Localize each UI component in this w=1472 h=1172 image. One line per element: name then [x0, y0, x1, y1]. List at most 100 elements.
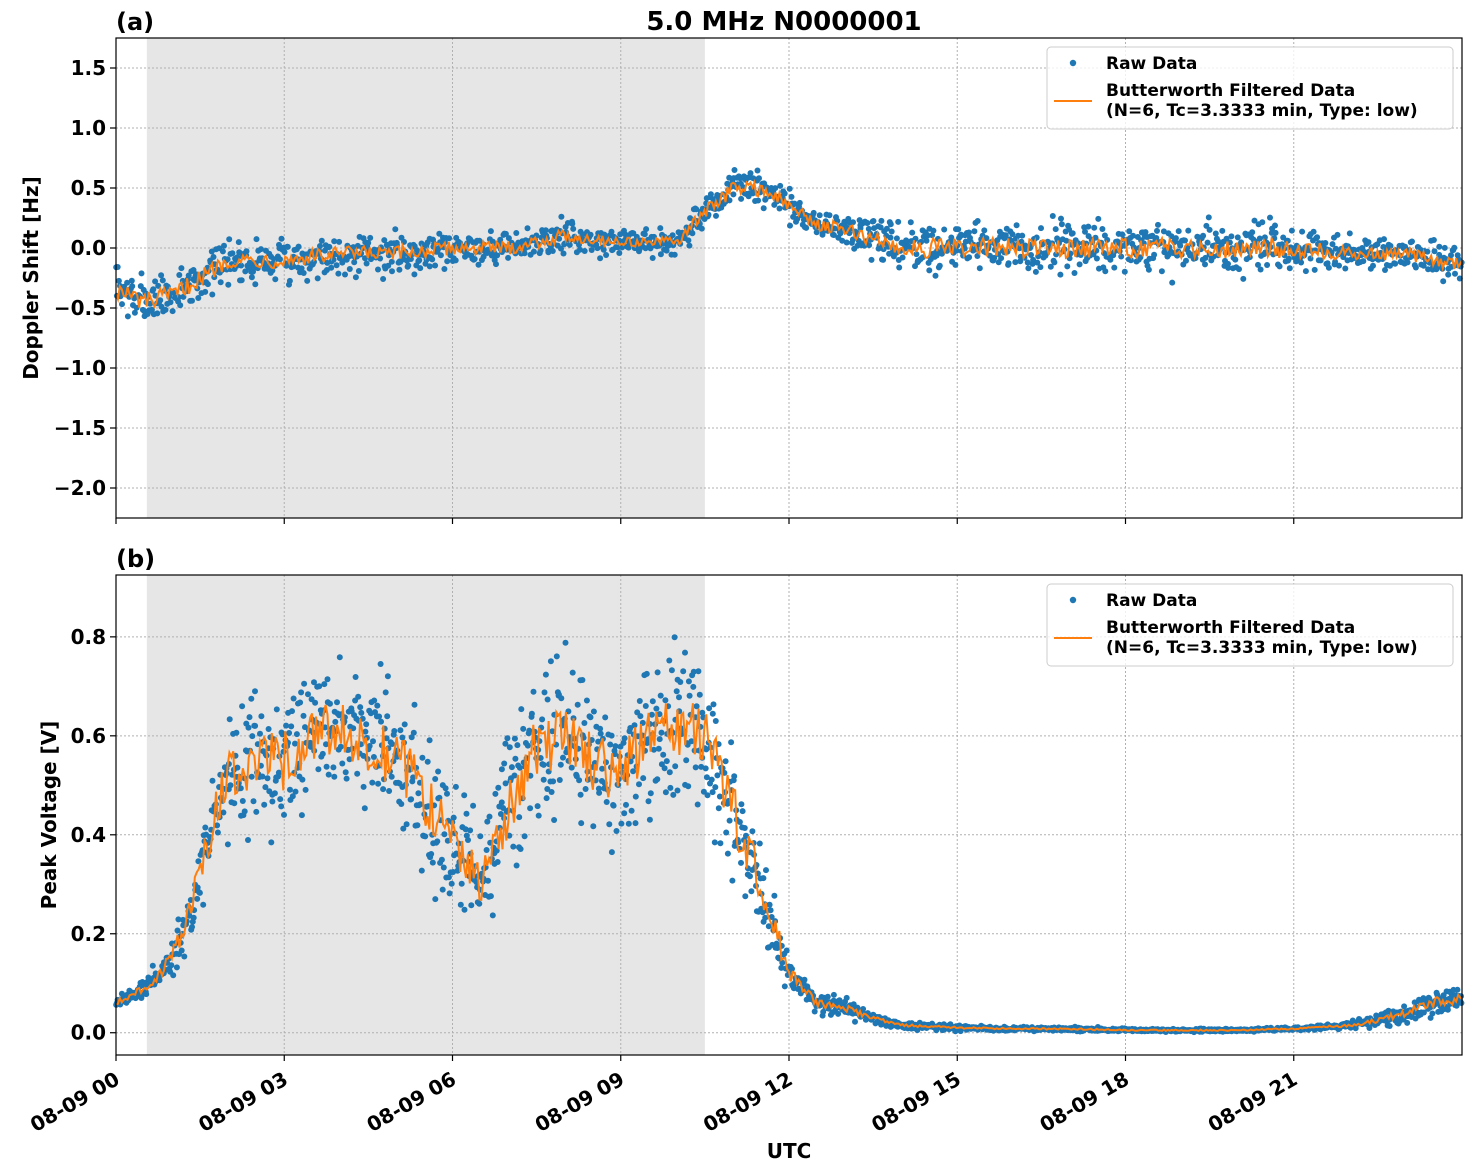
raw-data-point — [756, 175, 762, 182]
raw-data-point — [170, 972, 177, 979]
raw-data-point — [304, 277, 311, 284]
raw-data-point — [1119, 231, 1126, 238]
x-tick-label: 08-09 18 — [1035, 1067, 1133, 1137]
raw-data-point — [351, 259, 358, 266]
raw-data-point — [578, 820, 585, 827]
raw-data-point — [510, 843, 517, 850]
raw-data-point — [1257, 266, 1264, 273]
raw-data-point — [441, 831, 448, 838]
raw-data-point — [177, 302, 184, 309]
raw-data-point — [895, 218, 902, 225]
raw-data-point — [1430, 237, 1437, 243]
raw-data-point — [648, 711, 655, 718]
raw-data-point — [214, 822, 221, 829]
raw-data-point — [1228, 233, 1235, 240]
raw-data-point — [540, 761, 547, 768]
raw-data-point — [243, 248, 250, 255]
raw-data-point — [595, 738, 602, 745]
raw-data-point — [796, 199, 803, 206]
raw-data-point — [760, 205, 767, 212]
x-tick-label: 08-09 00 — [26, 1067, 124, 1137]
y-tick-label: −1.0 — [54, 356, 106, 380]
raw-data-point — [728, 739, 735, 746]
raw-data-point — [549, 728, 556, 735]
raw-data-point — [558, 245, 564, 252]
raw-data-point — [653, 705, 660, 712]
raw-data-point — [328, 264, 335, 271]
raw-data-point — [654, 776, 661, 783]
raw-data-point — [484, 818, 491, 825]
raw-data-point — [726, 197, 733, 204]
raw-data-point — [566, 241, 573, 248]
raw-data-point — [1069, 230, 1076, 237]
panel-b-label: (b) — [116, 545, 155, 573]
raw-data-point — [271, 790, 278, 797]
raw-data-point — [196, 889, 203, 896]
raw-data-point — [1276, 263, 1283, 270]
raw-data-point — [748, 888, 755, 895]
raw-data-point — [1019, 232, 1026, 239]
raw-data-point — [1448, 252, 1454, 259]
raw-data-point — [658, 729, 665, 736]
raw-data-point — [544, 696, 551, 703]
raw-data-point — [726, 817, 733, 824]
raw-data-point — [723, 829, 730, 836]
raw-data-point — [655, 745, 662, 752]
raw-data-point — [539, 716, 546, 723]
raw-data-point — [883, 225, 890, 232]
raw-data-point — [385, 262, 392, 269]
raw-data-point — [1058, 215, 1064, 222]
raw-data-point — [1200, 232, 1207, 239]
raw-data-point — [704, 792, 711, 799]
raw-data-point — [252, 281, 259, 288]
raw-data-point — [521, 833, 528, 840]
raw-data-point — [307, 743, 314, 750]
raw-data-point — [843, 994, 850, 1001]
raw-data-point — [763, 867, 769, 874]
raw-data-point — [803, 224, 810, 231]
raw-data-point — [1095, 215, 1102, 222]
raw-data-point — [1381, 236, 1387, 243]
raw-data-point — [441, 266, 448, 272]
raw-data-point — [726, 174, 733, 181]
raw-data-point — [399, 734, 406, 741]
raw-data-point — [277, 796, 284, 803]
raw-data-point — [965, 229, 972, 236]
raw-data-point — [936, 262, 943, 269]
raw-data-point — [168, 962, 175, 969]
raw-data-point — [1311, 266, 1318, 273]
raw-data-point — [710, 701, 717, 708]
raw-data-point — [640, 775, 647, 782]
raw-data-point — [1346, 230, 1353, 237]
raw-data-point — [502, 230, 509, 237]
raw-data-point — [738, 195, 745, 202]
raw-data-point — [549, 248, 556, 254]
raw-data-point — [1401, 1003, 1408, 1010]
raw-data-point — [312, 699, 319, 706]
raw-data-point — [131, 309, 138, 316]
raw-data-point — [666, 769, 673, 776]
raw-data-point — [662, 697, 669, 704]
raw-data-point — [642, 703, 649, 709]
raw-data-point — [272, 276, 279, 283]
raw-data-point — [579, 677, 586, 683]
raw-data-point — [289, 793, 296, 800]
raw-data-point — [666, 657, 673, 664]
raw-data-point — [273, 706, 280, 713]
raw-data-point — [843, 239, 850, 246]
raw-data-point — [932, 272, 939, 279]
raw-data-point — [608, 228, 615, 235]
raw-data-point — [711, 839, 718, 846]
raw-data-point — [707, 191, 714, 198]
raw-data-point — [1183, 257, 1189, 264]
raw-data-point — [1451, 244, 1458, 251]
raw-data-point — [480, 253, 487, 260]
raw-data-point — [1024, 259, 1031, 266]
raw-data-point — [1202, 261, 1208, 268]
raw-data-point — [128, 277, 135, 284]
raw-data-point — [1204, 239, 1211, 246]
raw-data-point — [444, 790, 450, 797]
raw-data-point — [486, 813, 493, 820]
y-tick-label: 0.8 — [71, 625, 106, 649]
raw-data-point — [448, 880, 455, 887]
